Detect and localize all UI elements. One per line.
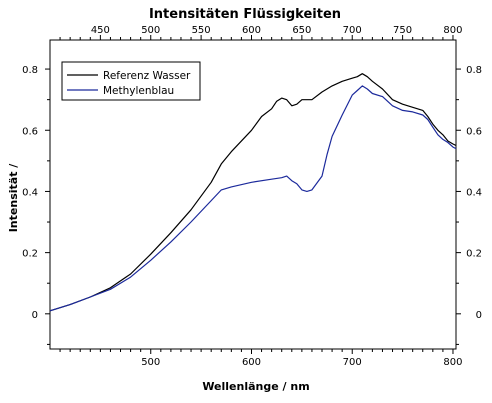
y-tick-label: 0.6 (22, 126, 38, 137)
right-y-tick-label: 0.2 (466, 249, 482, 260)
x-tick-label: 500 (141, 357, 160, 368)
y-axis-label: Intensität / (7, 163, 20, 233)
x-tick-label: 800 (443, 357, 462, 368)
y-tick-label: 0.8 (22, 65, 38, 76)
chart-title: Intensitäten Flüssigkeiten (149, 7, 341, 22)
top-x-tick-label: 450 (91, 25, 110, 36)
y-tick-label: 0.4 (22, 187, 38, 198)
axis-ticks: 500 600 700 800 450 500 550 600 650 700 750 800 0 0 0.… (22, 25, 482, 368)
top-x-tick-label: 750 (393, 25, 412, 36)
right-y-tick-label: 0.8 (466, 65, 482, 76)
series-line-referenz-wasser (49, 73, 457, 312)
right-y-tick-label: 0.6 (466, 126, 482, 137)
y-tick-label: 0 (32, 310, 38, 321)
top-x-tick-label: 800 (443, 25, 462, 36)
legend: Referenz Wasser Methylenblau (61, 61, 201, 101)
top-x-tick-label: 550 (192, 25, 211, 36)
x-tick-label: 600 (242, 357, 261, 368)
series-line-methylenblau (49, 85, 457, 312)
x-axis-label: Wellenlänge / nm (202, 380, 309, 393)
series-lines (49, 73, 457, 312)
top-x-tick-label: 700 (343, 25, 362, 36)
x-tick-label: 700 (343, 357, 362, 368)
top-x-tick-label: 650 (292, 25, 311, 36)
legend-label-methylenblau: Methylenblau (103, 85, 174, 97)
legend-label-referenz-wasser: Referenz Wasser (103, 70, 191, 82)
top-x-tick-label: 500 (141, 25, 160, 36)
legend-box (61, 61, 201, 101)
right-y-tick-label: 0.4 (466, 187, 482, 198)
y-tick-label: 0.2 (22, 249, 38, 260)
right-y-tick-label: 0 (476, 310, 482, 321)
top-x-tick-label: 600 (242, 25, 261, 36)
